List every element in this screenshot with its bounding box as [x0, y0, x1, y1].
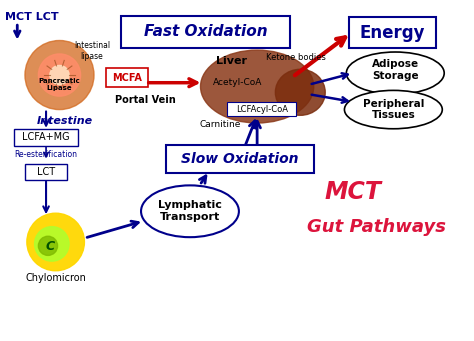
Text: MCT: MCT: [324, 180, 381, 204]
Text: Peripheral
Tissues: Peripheral Tissues: [363, 99, 424, 120]
Circle shape: [38, 54, 81, 96]
Ellipse shape: [275, 69, 325, 115]
Text: Ketone bodies: Ketone bodies: [265, 53, 326, 62]
Circle shape: [25, 41, 94, 109]
FancyBboxPatch shape: [349, 17, 436, 48]
Circle shape: [38, 236, 57, 255]
Text: Intestine: Intestine: [36, 116, 92, 126]
Ellipse shape: [141, 186, 239, 237]
FancyBboxPatch shape: [14, 129, 78, 146]
Text: Carnitine: Carnitine: [200, 120, 241, 130]
Text: Portal Vein: Portal Vein: [116, 95, 176, 105]
Text: Pancreatic
Lipase: Pancreatic Lipase: [38, 78, 81, 91]
Circle shape: [50, 65, 69, 85]
Text: Gut Pathways: Gut Pathways: [307, 218, 446, 236]
Text: MCT LCT: MCT LCT: [5, 13, 58, 23]
Text: C: C: [46, 240, 55, 253]
Ellipse shape: [345, 90, 442, 129]
Ellipse shape: [201, 50, 314, 123]
Text: LCFAcyl-CoA: LCFAcyl-CoA: [236, 105, 288, 114]
Text: Liver: Liver: [216, 56, 247, 66]
Text: Energy: Energy: [360, 24, 425, 42]
Text: Fast Oxidation: Fast Oxidation: [144, 24, 267, 39]
Text: Chylomicron: Chylomicron: [25, 273, 86, 283]
FancyBboxPatch shape: [121, 16, 290, 48]
Circle shape: [35, 227, 69, 261]
Ellipse shape: [346, 52, 444, 94]
FancyBboxPatch shape: [228, 102, 296, 116]
Text: Re-esterification: Re-esterification: [15, 150, 78, 159]
FancyBboxPatch shape: [26, 164, 67, 180]
Text: MCFA: MCFA: [112, 73, 142, 83]
Text: LCFA+MG: LCFA+MG: [22, 132, 70, 143]
Circle shape: [27, 213, 84, 271]
Text: Acetyl-CoA: Acetyl-CoA: [213, 78, 263, 87]
FancyBboxPatch shape: [106, 68, 148, 87]
Text: LCT: LCT: [37, 167, 55, 177]
Text: Lymphatic
Transport: Lymphatic Transport: [158, 201, 222, 222]
Text: Adipose
Storage: Adipose Storage: [372, 59, 419, 81]
Text: Intestinal
lipase: Intestinal lipase: [74, 41, 110, 61]
FancyBboxPatch shape: [166, 145, 314, 173]
Text: Slow Oxidation: Slow Oxidation: [181, 152, 299, 166]
